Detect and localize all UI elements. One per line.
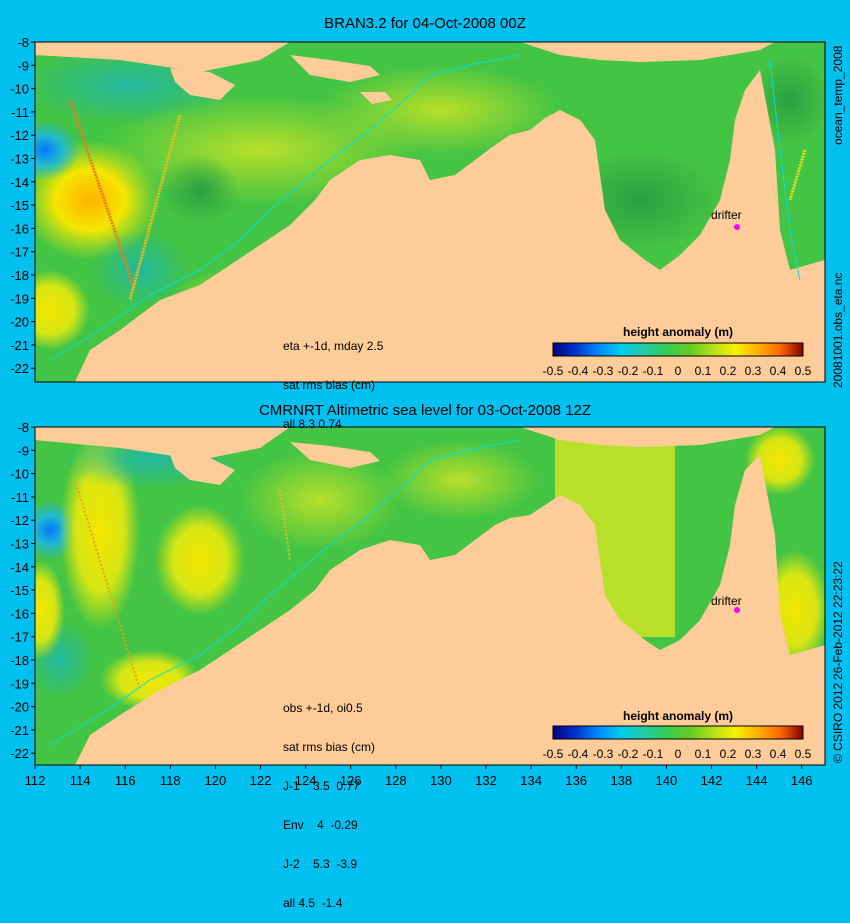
colorbar-tick-label: -0.5 <box>543 364 564 378</box>
lat-tick-label-bottom: -16 <box>10 606 29 621</box>
top-panel-title: BRAN3.2 for 04-Oct-2008 00Z <box>324 15 526 32</box>
lat-tick-label-top: -9 <box>17 58 29 73</box>
lat-tick-label-top: -22 <box>10 361 29 376</box>
lat-tick-label-top: -19 <box>10 291 29 306</box>
bottom-colorbar-title: height anomaly (m) <box>622 709 733 723</box>
lat-tick-label-top: -18 <box>10 268 29 283</box>
lat-tick-label-bottom: -12 <box>10 513 29 528</box>
lat-tick-label-top: -21 <box>10 338 29 353</box>
lat-tick-label-top: -14 <box>10 175 29 190</box>
top-notes: eta +-1d, mday 2.5 sat rms bias (cm) all… <box>283 314 383 444</box>
bottom-note-line: J-1 3.5 0.77 <box>283 779 360 793</box>
colorbar-tick-label: 0.4 <box>770 747 787 761</box>
colorbar-tick-label: -0.3 <box>593 747 614 761</box>
lon-tick-label: 132 <box>475 773 497 788</box>
top-note-line: all 8.3 0.74 <box>283 417 342 431</box>
lat-tick-label-top: -20 <box>10 315 29 330</box>
lon-tick-label: 140 <box>656 773 678 788</box>
colorbar-tick-label: -0.1 <box>643 364 664 378</box>
top-note-line: sat rms bias (cm) <box>283 378 376 392</box>
lat-tick-label-top: -10 <box>10 82 29 97</box>
top-note-line: eta +-1d, mday 2.5 <box>283 339 384 353</box>
colorbar-tick-label: 0 <box>675 364 682 378</box>
colorbar-tick-label: -0.2 <box>618 364 639 378</box>
lon-tick-label: 146 <box>791 773 813 788</box>
lon-tick-label: 126 <box>340 773 362 788</box>
bottom-note-line: obs +-1d, oi0.5 <box>283 701 363 715</box>
lat-tick-label-bottom: -13 <box>10 537 29 552</box>
lat-tick-label-bottom: -15 <box>10 583 29 598</box>
colorbar-tick-label: -0.3 <box>593 364 614 378</box>
lat-tick-label-top: -15 <box>10 198 29 213</box>
lat-tick-label-bottom: -8 <box>17 420 29 435</box>
colorbar-tick-label: 0.5 <box>795 747 812 761</box>
bottom-note-line: Env 4 -0.29 <box>283 818 358 832</box>
lat-tick-label-top: -8 <box>17 35 29 50</box>
lat-tick-label-bottom: -21 <box>10 723 29 738</box>
side-label-copyright: © CSIRO 2012 <box>831 682 845 763</box>
bottom-colorbar <box>552 725 804 740</box>
colorbar-tick-label: 0.1 <box>695 364 712 378</box>
colorbar-tick-label: 0.3 <box>745 364 762 378</box>
top-map <box>35 42 825 382</box>
colorbar-tick-label: 0.1 <box>695 747 712 761</box>
colorbar-tick-label: 0.3 <box>745 747 762 761</box>
lat-tick-label-top: -12 <box>10 128 29 143</box>
top-drifter-label: drifter <box>711 208 742 222</box>
colorbar-tick-label: -0.2 <box>618 747 639 761</box>
bottom-drifter-label: drifter <box>711 594 742 608</box>
lat-tick-label-bottom: -17 <box>10 630 29 645</box>
bottom-note-line: all 4.5 -1.4 <box>283 896 343 910</box>
top-colorbar <box>552 342 804 357</box>
lon-tick-label: 118 <box>160 773 181 788</box>
bottom-map <box>35 427 825 765</box>
lat-tick-label-bottom: -18 <box>10 653 29 668</box>
lon-tick-label: 114 <box>70 773 91 788</box>
lon-tick-label: 144 <box>746 773 768 788</box>
colorbar-tick-label: -0.1 <box>643 747 664 761</box>
side-label-var: ocean_temp_2008 <box>831 45 845 145</box>
lat-tick-label-bottom: -10 <box>10 467 29 482</box>
lon-tick-label: 122 <box>250 773 272 788</box>
colorbar-tick-label: 0 <box>675 747 682 761</box>
lat-tick-label-top: -11 <box>11 105 29 120</box>
lat-tick-label-bottom: -19 <box>10 676 29 691</box>
colorbar-tick-label: 0.4 <box>770 364 787 378</box>
lon-tick-label: 124 <box>295 773 317 788</box>
lon-tick-label: 128 <box>385 773 407 788</box>
lat-tick-label-top: -13 <box>10 152 29 167</box>
lat-tick-label-bottom: -9 <box>17 443 29 458</box>
bottom-note-line: J-2 5.3 -3.9 <box>283 857 358 871</box>
lon-tick-label: 130 <box>430 773 452 788</box>
lat-tick-label-bottom: -11 <box>11 490 29 505</box>
lat-tick-label-bottom: -14 <box>10 560 29 575</box>
lon-tick-label: 116 <box>115 773 136 788</box>
bottom-lat-axis: -8 -9 -10 -11 -12 -13 -14 -15 -16 -17 -18 -19 -20 -21… <box>10 420 35 761</box>
lon-tick-label: 138 <box>610 773 632 788</box>
lat-tick-label-top: -16 <box>10 221 29 236</box>
colorbar-tick-label: -0.4 <box>568 364 589 378</box>
colorbar-tick-label: -0.5 <box>543 747 564 761</box>
bottom-note-line: sat rms bias (cm) <box>283 740 376 754</box>
lon-tick-label: 134 <box>520 773 542 788</box>
lon-tick-label: 120 <box>205 773 227 788</box>
side-label-file: 20081001.obs_eta.nc <box>831 272 845 388</box>
colorbar-tick-label: 0.5 <box>795 364 812 378</box>
top-colorbar-title: height anomaly (m) <box>622 325 733 339</box>
side-label-date: 26-Feb-2012 22:23:22 <box>831 561 845 680</box>
colorbar-tick-label: 0.2 <box>720 747 737 761</box>
lat-tick-label-bottom: -20 <box>10 700 29 715</box>
lon-tick-label: 112 <box>25 773 46 788</box>
colorbar-tick-label: -0.4 <box>568 747 589 761</box>
colorbar-tick-label: 0.2 <box>720 364 737 378</box>
lat-tick-label-bottom: -22 <box>10 746 29 761</box>
top-lat-axis: -8 -9 -10 -11 -12 -13 -14 -15 -16 -17 -18 -19 -20 -21… <box>10 35 35 376</box>
lon-tick-label: 142 <box>701 773 723 788</box>
lat-tick-label-top: -17 <box>10 245 29 260</box>
lon-tick-label: 136 <box>565 773 587 788</box>
bottom-panel-title: CMRNRT Altimetric sea level for 03-Oct-2… <box>258 402 592 419</box>
lon-axis: 112 114 116 118 120 122 124 126 128 130 132 134 136 1… <box>25 765 813 788</box>
map-canvas: -8 -9 -10 -11 -12 -13 -14 -15 -16 -17 -18 -19 -20 -21… <box>10 35 826 788</box>
colorbar-ticks: -0.5 -0.5 -0.4 -0.4 -0.3 -0.3 -0.2 -0.2 -0.1 -0.1… <box>543 364 812 761</box>
